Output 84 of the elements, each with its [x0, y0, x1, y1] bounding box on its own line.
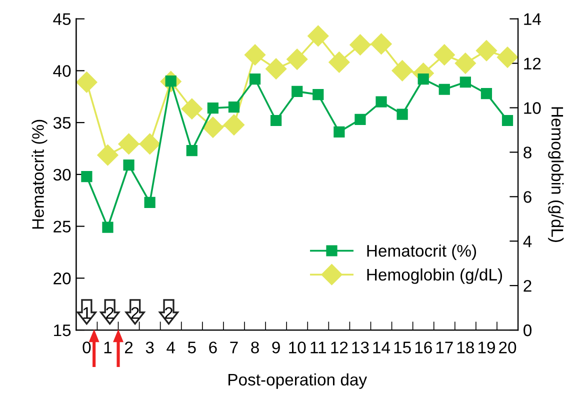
point	[354, 114, 366, 126]
point	[139, 133, 160, 154]
point	[308, 25, 329, 46]
y2-tick-label: 14	[524, 13, 541, 25]
point	[480, 88, 492, 100]
y-tick-label: 25	[54, 220, 71, 232]
x-tick-label: 11	[310, 342, 326, 354]
point	[223, 114, 244, 136]
point	[476, 40, 497, 62]
point	[181, 98, 202, 120]
point	[454, 52, 476, 74]
y-tick-label: 20	[54, 272, 71, 284]
point	[207, 102, 218, 114]
y-axis-title: Hematocrit (%)	[32, 120, 48, 229]
point	[496, 46, 518, 68]
point	[392, 60, 413, 82]
point	[376, 96, 387, 108]
x-tick-label: 19	[478, 342, 495, 354]
point	[502, 114, 514, 126]
annotation: 2	[106, 307, 114, 319]
point	[350, 34, 371, 56]
point	[328, 52, 350, 73]
y-tick-label: 40	[53, 65, 71, 77]
point	[118, 133, 140, 154]
x-tick-label: 17	[436, 342, 453, 354]
point	[438, 84, 450, 95]
y2-tick-label: 6	[524, 191, 532, 203]
x-tick-label: 8	[251, 342, 259, 354]
x-tick-label: 5	[188, 342, 196, 354]
x-tick-label: 16	[415, 342, 432, 354]
point	[460, 76, 471, 88]
point	[270, 114, 282, 126]
annotation: 1	[83, 307, 91, 319]
y-tick-label: 30	[53, 168, 71, 181]
point	[334, 126, 345, 138]
x-tick-label: 12	[331, 342, 348, 354]
point	[370, 33, 392, 54]
y2-tick-label: 8	[524, 146, 532, 158]
point	[396, 108, 408, 120]
point	[292, 86, 303, 98]
point	[144, 196, 156, 208]
x-tick-label: 10	[289, 342, 306, 354]
point	[286, 48, 308, 70]
y2-tick-label: 10	[524, 102, 541, 114]
annotation: 2	[164, 307, 173, 319]
x-tick-label: 18	[457, 342, 474, 354]
point	[97, 144, 118, 166]
y-tick-label: 45	[53, 13, 71, 26]
x-tick-label: 14	[373, 342, 390, 354]
point	[186, 145, 198, 156]
point	[249, 73, 261, 85]
point	[418, 73, 429, 85]
x-tick-label: 20	[499, 342, 516, 354]
legend-label: Hemoglobin (g/dL)	[367, 268, 502, 284]
y2-tick-label: 4	[523, 236, 532, 248]
point	[123, 160, 134, 171]
point	[102, 222, 114, 233]
legend-label: Hematocrit (%)	[367, 244, 476, 260]
point	[228, 101, 240, 113]
point	[76, 72, 98, 93]
y2-tick-label: 12	[524, 58, 541, 70]
y-tick-label: 15	[54, 324, 71, 336]
point	[202, 116, 224, 138]
x-tick-label: 7	[230, 342, 238, 354]
point	[81, 170, 92, 182]
x-tick-label: 9	[272, 342, 280, 354]
point	[244, 44, 266, 66]
x-tick-label: 13	[352, 342, 369, 354]
y-tick-label: 35	[53, 116, 71, 129]
y2-tick-label: 2	[524, 280, 532, 292]
x-tick-label: 0	[82, 342, 91, 354]
x-tick-label: 2	[124, 342, 133, 354]
x-tick-label: 1	[104, 342, 112, 354]
x-tick-label: 3	[146, 342, 154, 354]
point	[434, 44, 455, 66]
point	[266, 58, 287, 80]
annotation: 2	[131, 307, 139, 319]
y2-tick-label: 0	[524, 324, 532, 336]
y2-axis-title: Hemoglobin (g/dL)	[548, 107, 564, 242]
x-tick-label: 4	[166, 342, 176, 354]
point	[312, 89, 324, 100]
x-tick-label: 15	[394, 342, 411, 354]
x-axis-title: Post-operation day	[228, 373, 368, 389]
x-tick-label: 6	[209, 342, 217, 354]
